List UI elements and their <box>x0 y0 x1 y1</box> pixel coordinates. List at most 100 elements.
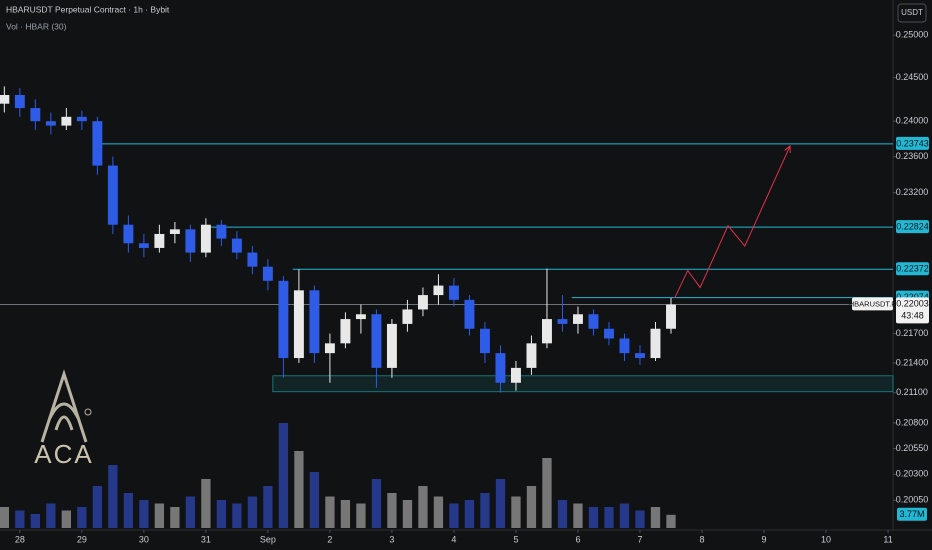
volume-bar <box>402 500 413 528</box>
volume-bar <box>170 507 180 528</box>
y-tick-label: 0.24000 <box>896 116 929 126</box>
projection-path <box>674 145 791 299</box>
x-tick-label: 29 <box>77 534 87 544</box>
volume-bar <box>325 496 335 528</box>
candle-body <box>185 229 196 253</box>
candle-body <box>138 243 149 248</box>
volume-bar <box>650 507 661 528</box>
volume-bar <box>666 514 676 528</box>
volume-bar <box>247 496 258 528</box>
level-label: 0.23743 <box>896 138 929 148</box>
candle-body <box>169 229 180 234</box>
x-tick-label: 28 <box>15 534 25 544</box>
candle-body <box>309 290 320 354</box>
volume-bar <box>511 496 521 528</box>
candle-body <box>45 121 56 126</box>
y-tick-label: 0.20300 <box>896 469 929 479</box>
logo-text: ACA <box>34 439 93 469</box>
volume-bar <box>0 507 9 528</box>
volume-bar <box>185 496 196 528</box>
x-tick-label: 11 <box>883 534 892 544</box>
candle-body <box>448 285 459 300</box>
candle-body <box>604 328 614 339</box>
countdown: 43:48 <box>901 311 924 321</box>
candle-body <box>123 224 134 244</box>
volume-bar <box>92 486 103 528</box>
volume-bar <box>30 514 40 528</box>
candle-body <box>14 95 25 109</box>
y-tick-label: 0.24500 <box>896 72 929 82</box>
candle-body <box>30 108 41 122</box>
candle-body <box>355 314 366 320</box>
x-tick-label: 4 <box>451 534 456 544</box>
currency-box[interactable] <box>897 3 927 23</box>
volume-bar <box>340 500 351 528</box>
volume-bar <box>635 510 645 528</box>
x-tick-label: 3 <box>389 534 394 544</box>
candle-body <box>402 309 413 324</box>
candle-body <box>386 323 397 368</box>
x-tick-label: 2 <box>327 534 332 544</box>
candle-body <box>510 367 521 383</box>
candle-body <box>495 353 506 383</box>
plot <box>0 34 896 533</box>
volume-bar <box>123 493 134 528</box>
level-label-box <box>896 136 929 150</box>
volume-label-box <box>897 507 927 521</box>
x-tick-label: 7 <box>637 534 642 544</box>
level-label: 0.22824 <box>896 222 929 232</box>
chart-title: HBARUSDT Perpetual Contract · 1h · Bybit <box>6 4 170 14</box>
volume-bar <box>480 493 490 528</box>
candle-body <box>573 314 583 324</box>
volume-bar <box>61 510 72 528</box>
x-tick-label: 8 <box>699 534 704 544</box>
volume-bar <box>46 503 56 528</box>
projection-arrowhead <box>784 144 791 153</box>
candle-body <box>154 233 165 248</box>
candle-body <box>650 328 661 359</box>
candle-body <box>619 338 630 354</box>
candle-body <box>61 116 72 126</box>
y-tick-label: 0.21100 <box>896 387 928 397</box>
volume-bar <box>588 507 599 528</box>
x-tick-label: 30 <box>139 534 149 544</box>
candle-body <box>0 95 10 104</box>
candle-body <box>464 299 475 329</box>
candle-body <box>231 238 242 253</box>
volume-bar <box>108 465 118 528</box>
symbol-box <box>852 297 893 311</box>
x-tick-label: 6 <box>575 534 580 544</box>
volume-bar <box>449 503 459 528</box>
currency[interactable]: USDT <box>901 8 923 17</box>
volume-bar <box>278 423 289 528</box>
y-tick-label: 0.20550 <box>896 443 929 453</box>
y-tick-label: 0.21700 <box>896 328 929 338</box>
current-price-label: 0.22003 <box>896 299 929 309</box>
level-label: 0.22372 <box>896 264 929 274</box>
volume-bar <box>15 510 25 528</box>
candle-body <box>293 290 304 359</box>
y-tick-label: 0.21400 <box>896 357 929 367</box>
candle-body <box>433 285 444 296</box>
y-tick-label: 0.25000 <box>896 30 929 40</box>
volume-bar <box>356 503 366 528</box>
level-label-box <box>896 262 929 276</box>
level-label-box <box>896 220 929 234</box>
volume-bar <box>387 493 397 528</box>
volume-bar <box>557 500 568 528</box>
volume-bar <box>263 486 273 528</box>
logo-mark <box>40 369 88 443</box>
candle-body <box>324 343 335 354</box>
volume-bar <box>154 503 165 528</box>
candle-body <box>247 252 258 267</box>
candle-body <box>666 304 676 329</box>
candle-body <box>92 121 103 166</box>
support-zone <box>272 375 894 393</box>
y-tick-label: 0.20800 <box>896 417 929 427</box>
candle-body <box>526 343 537 368</box>
volume-bar <box>201 479 211 528</box>
current-price-box <box>896 297 929 324</box>
candle-body <box>635 353 645 359</box>
